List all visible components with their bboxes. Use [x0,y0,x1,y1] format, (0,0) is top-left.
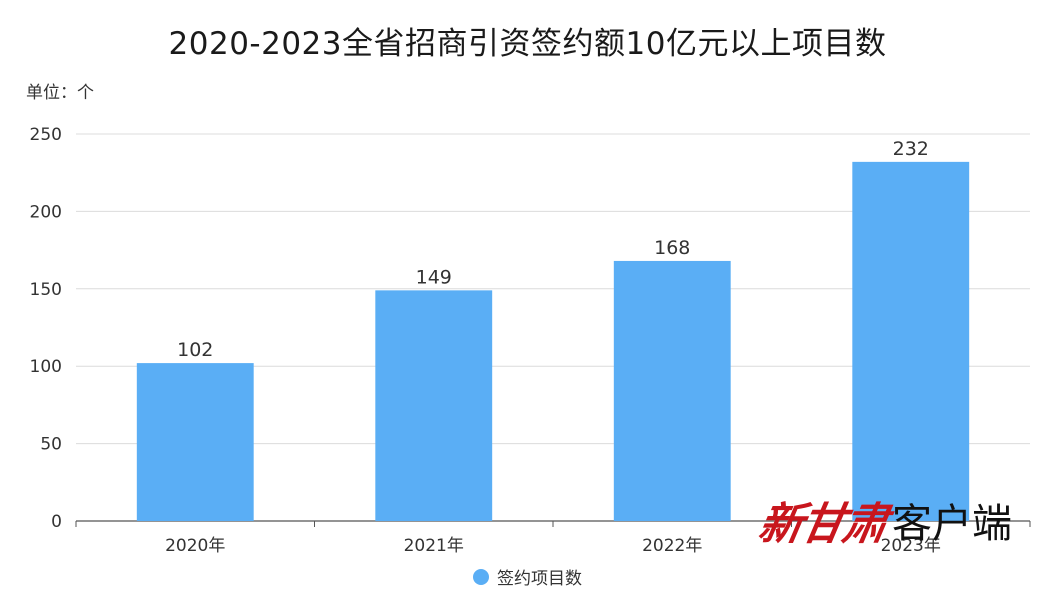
data-label: 149 [416,266,452,288]
y-tick-label: 50 [40,435,62,455]
bar [375,290,493,521]
y-tick-label: 150 [30,280,62,300]
y-tick-label: 200 [30,202,62,222]
data-label: 102 [177,339,213,361]
unit-label: 单位：个 [26,83,94,103]
chart-title: 2020-2023全省招商引资签约额10亿元以上项目数 [168,26,887,62]
y-tick-label: 0 [51,512,62,532]
bar [613,260,731,521]
watermark-logo: 新甘肃 客户端 [755,488,1012,552]
legend-swatch [473,568,489,585]
x-tick-label: 2022年 [642,536,702,556]
legend-label: 签约项目数 [497,569,582,589]
bar [136,363,254,521]
watermark-suffix: 客户端 [892,501,1012,547]
x-tick-label: 2021年 [404,536,464,556]
data-label: 168 [654,237,690,259]
y-tick-label: 250 [30,125,62,145]
x-tick-label: 2023年 [881,536,941,556]
legend[interactable]: 签约项目数 [0,564,1055,589]
watermark-brand: 新甘肃 [754,499,890,550]
x-tick-label: 2020年 [165,536,225,556]
bar [852,161,970,521]
data-label: 232 [893,138,929,160]
y-tick-label: 100 [30,357,62,377]
